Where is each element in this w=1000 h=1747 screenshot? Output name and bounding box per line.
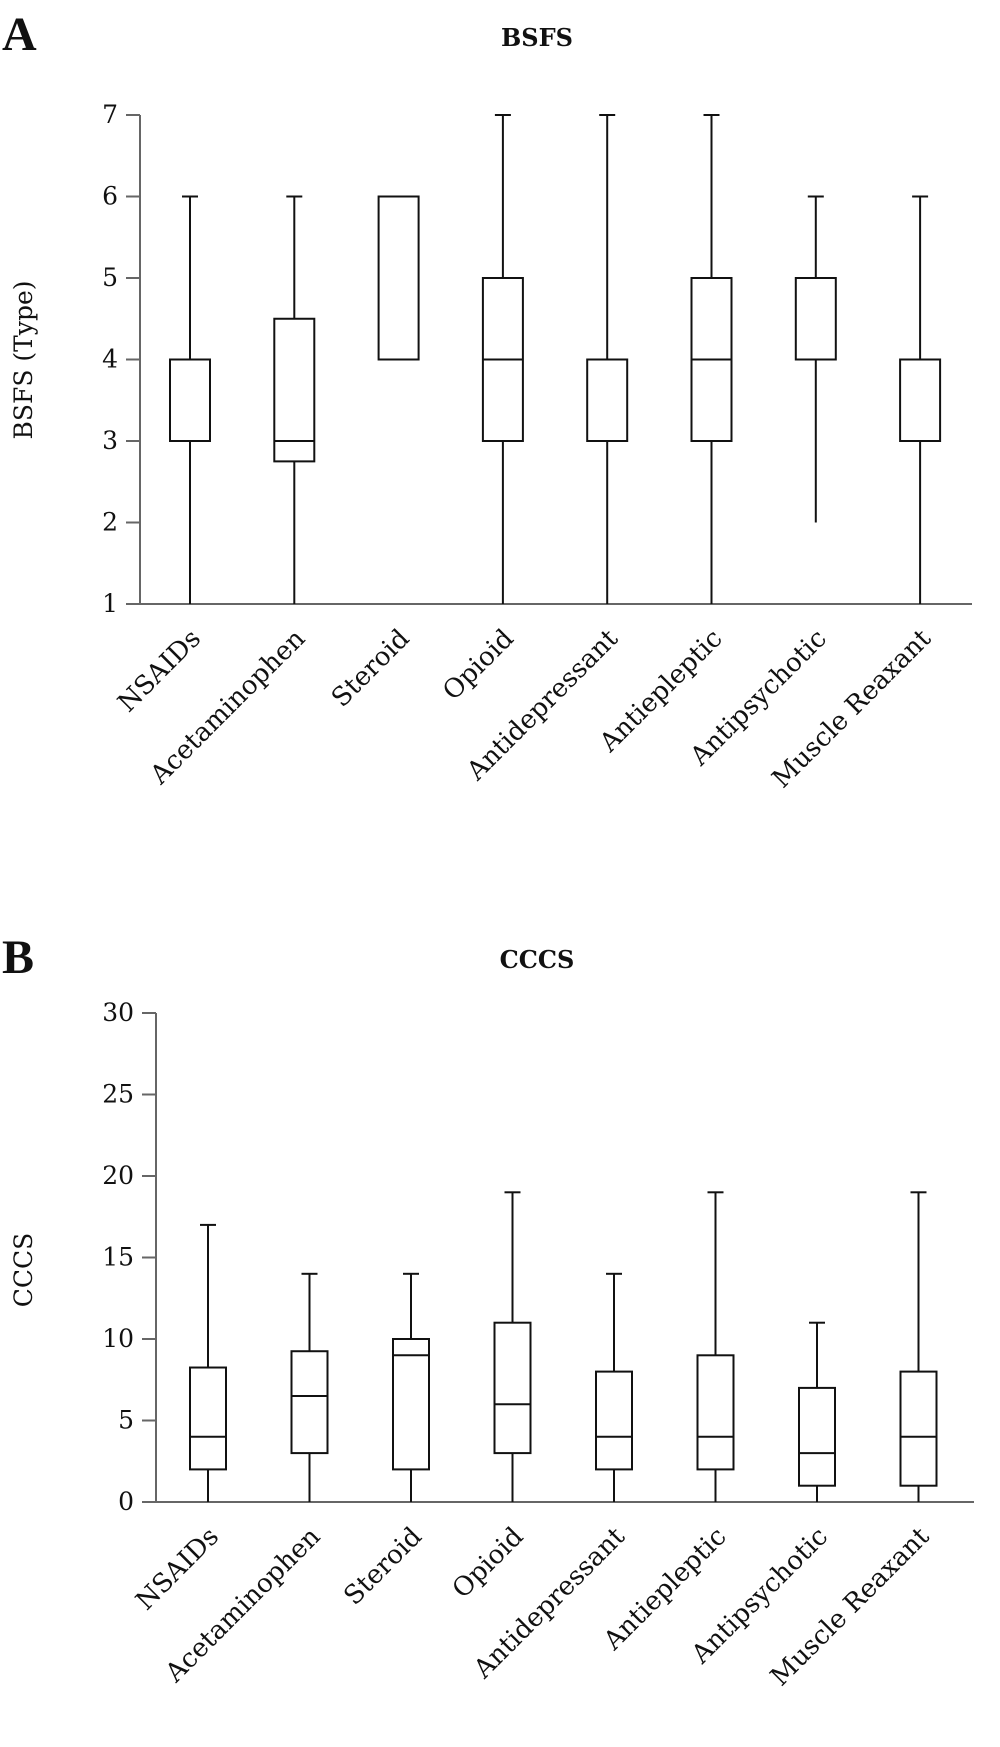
chart-title-cccs: CCCS	[500, 945, 575, 974]
y-ticks-cccs: 0 5 10 15 20 25 30	[102, 998, 156, 1516]
y-tick-label: 4	[102, 345, 118, 374]
y-tick-label: 25	[102, 1080, 134, 1109]
y-tick-label: 5	[102, 263, 118, 292]
box-iqr	[696, 1354, 735, 1471]
x-tick-label: NSAIDs	[112, 624, 207, 719]
box-iqr	[273, 317, 316, 463]
x-tick-label: Opioid	[447, 1522, 530, 1605]
x-tick-label: Steroid	[338, 1522, 428, 1612]
box-acetaminophen	[290, 1272, 329, 1502]
y-tick-label: 15	[102, 1243, 134, 1272]
y-tick-label: 7	[102, 100, 118, 129]
box-antiepleptic	[690, 114, 733, 604]
box-iqr	[798, 1386, 836, 1487]
box-antiepleptic	[696, 1191, 735, 1502]
y-axis-label-bsfs: BSFS (Type)	[9, 280, 38, 439]
box-opioid	[481, 114, 524, 604]
chart-title-bsfs: BSFS	[501, 23, 573, 52]
box-iqr	[899, 358, 942, 442]
box-antipsychotic	[794, 195, 837, 523]
y-tick-label: 6	[102, 182, 118, 211]
box-iqr	[169, 358, 211, 442]
box-steroid	[392, 1272, 430, 1502]
y-tick-label: 20	[102, 1161, 134, 1190]
x-tick-label: Opioid	[437, 624, 520, 707]
box-nsaids	[169, 195, 211, 604]
box-opioid	[493, 1191, 532, 1502]
y-ticks-bsfs: 1 2 3 4 5 6 7	[102, 100, 140, 618]
box-muscle-reaxant	[899, 195, 942, 604]
y-tick-label: 10	[102, 1324, 134, 1353]
x-tick-label: NSAIDs	[130, 1522, 225, 1617]
panel-b: B CCCS CCCS 0 5 10 15 20 25 30 NSAIDsAcetamino…	[2, 931, 974, 1692]
box-antipsychotic	[798, 1321, 836, 1502]
y-tick-label: 0	[118, 1487, 134, 1516]
x-tick-label: Steroid	[326, 624, 416, 714]
box-iqr	[493, 1321, 532, 1455]
y-tick-label: 2	[102, 508, 118, 537]
box-antidepressant	[586, 114, 629, 604]
box-iqr	[794, 277, 837, 361]
box-iqr	[377, 195, 420, 361]
boxes-bsfs	[169, 114, 942, 604]
boxes-cccs	[189, 1191, 938, 1502]
y-tick-label: 1	[102, 589, 118, 618]
box-nsaids	[189, 1223, 227, 1502]
box-antidepressant	[595, 1272, 633, 1502]
panel-letter-b: B	[2, 931, 34, 984]
panel-letter-a: A	[2, 8, 37, 61]
box-acetaminophen	[273, 195, 316, 604]
y-tick-label: 5	[118, 1406, 134, 1435]
box-iqr	[290, 1350, 329, 1455]
y-tick-label: 3	[102, 426, 118, 455]
box-iqr	[899, 1370, 938, 1487]
box-iqr	[586, 358, 629, 442]
y-axis-label-cccs: CCCS	[9, 1233, 38, 1308]
box-steroid	[377, 195, 420, 361]
box-muscle-reaxant	[899, 1191, 938, 1502]
box-iqr	[189, 1366, 227, 1471]
box-iqr	[595, 1370, 633, 1471]
box-iqr	[392, 1338, 430, 1471]
y-tick-label: 30	[102, 998, 134, 1027]
